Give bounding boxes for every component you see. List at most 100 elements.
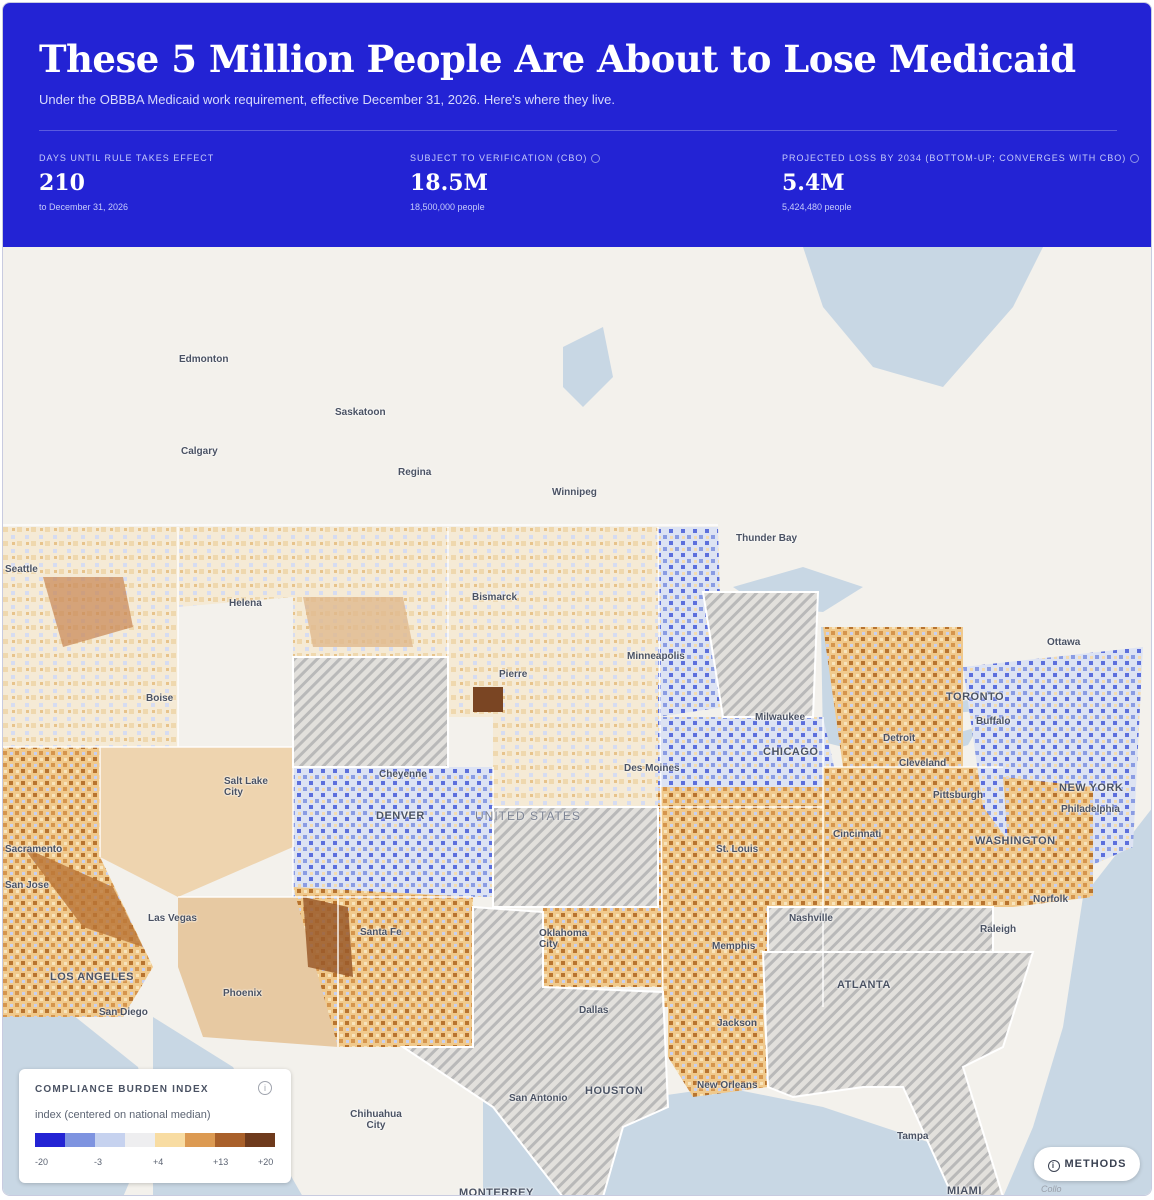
stat-label-text: SUBJECT TO VERIFICATION (CBO) — [410, 153, 588, 163]
city-label: Memphis — [712, 941, 756, 952]
city-label: Las Vegas — [148, 913, 197, 924]
us-choropleth[interactable] — [3, 527, 1143, 1097]
city-label: Salt Lake City — [224, 776, 268, 798]
methods-button[interactable]: i METHODS — [1034, 1147, 1140, 1181]
stat-label: PROJECTED LOSS BY 2034 (BOTTOM-UP; CONVE… — [782, 153, 1140, 164]
region-colorado[interactable] — [293, 767, 493, 897]
city-label: St. Louis — [716, 844, 759, 855]
city-label: ATLANTA — [837, 979, 891, 991]
city-label: Winnipeg — [552, 487, 597, 498]
excluded-states[interactable] — [292, 591, 1035, 1196]
city-label: Edmonton — [179, 354, 229, 365]
region-oklahoma[interactable] — [543, 907, 663, 987]
legend-panel: COMPLIANCE BURDEN INDEX i index (centere… — [19, 1069, 291, 1183]
city-label: Sacramento — [5, 844, 63, 855]
state-wisconsin-excluded[interactable] — [701, 591, 820, 718]
city-label: Jackson — [717, 1018, 758, 1029]
legend-title: COMPLIANCE BURDEN INDEX — [35, 1084, 209, 1095]
region-iowa-illinois[interactable] — [658, 717, 843, 807]
city-label: Buffalo — [976, 716, 1011, 727]
state-southeast-excluded[interactable] — [761, 951, 1035, 1196]
state-borders — [3, 524, 1003, 1047]
region-minnesota[interactable] — [658, 527, 723, 717]
region-sd-reservation[interactable] — [473, 687, 503, 712]
atlantic-ocean — [1003, 809, 1151, 1195]
legend-swatch — [185, 1133, 215, 1147]
info-icon[interactable] — [591, 154, 601, 164]
city-label: San Diego — [99, 1007, 148, 1018]
region-nebraska[interactable] — [493, 717, 663, 807]
city-label: Oklahoma City — [539, 928, 588, 950]
info-icon[interactable]: i — [258, 1081, 272, 1095]
stat-projected-loss: PROJECTED LOSS BY 2034 (BOTTOM-UP; CONVE… — [782, 153, 1140, 213]
city-label: LOS ANGELES — [50, 971, 134, 983]
header-banner: These 5 Million People Are About to Lose… — [3, 3, 1151, 247]
city-label: Milwaukee — [755, 712, 806, 723]
city-label: DENVER — [376, 810, 425, 822]
legend-swatch — [155, 1133, 185, 1147]
region-arizona[interactable] — [178, 897, 338, 1047]
city-label: TORONTO — [946, 691, 1005, 703]
stat-sub: 5,424,480 people — [782, 202, 852, 213]
legend-swatch — [95, 1133, 125, 1147]
legend-swatch — [65, 1133, 95, 1147]
region-navajo[interactable] — [303, 897, 353, 977]
city-label: Thunder Bay — [736, 533, 798, 544]
region-missouri[interactable] — [658, 787, 823, 907]
region-montana-east[interactable] — [303, 597, 413, 647]
map-canvas[interactable] — [3, 247, 1152, 1196]
legend-color-scale — [35, 1133, 275, 1147]
state-wyoming-excluded[interactable] — [292, 656, 449, 768]
choropleth-map[interactable]: UNITED STATES Edmonton Saskatoon Calgary… — [3, 247, 1152, 1196]
stat-label: SUBJECT TO VERIFICATION (CBO) — [410, 153, 601, 164]
region-michigan[interactable] — [823, 627, 963, 767]
city-label: Boise — [146, 693, 174, 704]
info-icon[interactable] — [1130, 154, 1140, 164]
region-ohio-valley[interactable] — [823, 767, 1013, 907]
country-label: UNITED STATES — [475, 809, 581, 823]
city-label: Regina — [398, 467, 432, 478]
city-label: Pittsburgh — [933, 790, 983, 801]
city-label: Calgary — [181, 446, 218, 457]
legend-tick: -3 — [94, 1157, 103, 1167]
region-dakotas[interactable] — [448, 527, 658, 717]
city-label: Cleveland — [899, 758, 947, 769]
legend-swatch — [245, 1133, 275, 1147]
city-label: MIAMI — [947, 1185, 982, 1196]
city-label: Seattle — [5, 564, 38, 575]
city-label: Norfolk — [1033, 894, 1068, 905]
legend-tick: +13 — [213, 1157, 229, 1167]
region-central-valley[interactable] — [23, 847, 143, 947]
map-attribution: Collo — [1041, 1184, 1062, 1194]
city-label: Minneapolis — [627, 651, 685, 662]
city-label: Tampa — [897, 1131, 929, 1142]
city-label: Cheyenne — [379, 769, 427, 780]
lake-winnipeg — [563, 327, 613, 407]
city-label: Phoenix — [223, 988, 262, 999]
stat-days-until: DAYS UNTIL RULE TAKES EFFECT 210 to Dece… — [39, 153, 214, 212]
hudson-bay — [803, 247, 1043, 387]
city-label: HOUSTON — [585, 1085, 644, 1097]
city-label: New Orleans — [697, 1080, 758, 1091]
header-divider — [39, 130, 1117, 131]
city-label: Chihuahua City — [350, 1109, 402, 1131]
region-washington-burden[interactable] — [43, 577, 133, 647]
page-title: These 5 Million People Are About to Lose… — [39, 37, 1076, 81]
methods-label: METHODS — [1064, 1158, 1127, 1170]
region-arkansas[interactable] — [663, 907, 793, 1007]
city-label: Santa Fe — [360, 927, 402, 938]
city-label: Pierre — [499, 669, 528, 680]
city-label: Saskatoon — [335, 407, 386, 418]
state-texas-excluded[interactable] — [399, 905, 670, 1196]
city-label: NEW YORK — [1059, 782, 1124, 794]
region-virginia-nc[interactable] — [1003, 777, 1093, 907]
legend-tick: +4 — [153, 1157, 164, 1167]
stat-value: 18.5M — [410, 170, 488, 197]
legend-tick: +20 — [258, 1157, 274, 1167]
region-nevada-utah[interactable] — [100, 747, 293, 897]
stat-value: 210 — [39, 170, 85, 196]
region-louisiana-mississippi[interactable] — [668, 1007, 768, 1097]
region-pacific-northwest[interactable] — [3, 527, 178, 757]
legend-swatch — [35, 1133, 65, 1147]
legend-swatch — [215, 1133, 245, 1147]
